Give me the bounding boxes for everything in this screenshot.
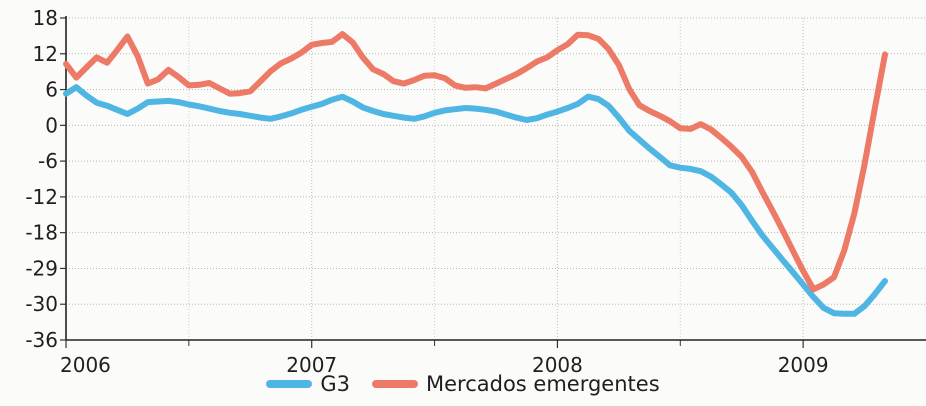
y-tick-label: -18 — [25, 221, 58, 245]
grid-lines — [65, 17, 926, 340]
y-tick-label: -36 — [25, 328, 58, 352]
x-tick-label: 2007 — [286, 353, 337, 377]
y-tick-label: -6 — [38, 149, 58, 173]
y-tick-label: -12 — [25, 185, 58, 209]
legend-item-mercados-emergentes: Mercados emergentes — [372, 372, 660, 396]
y-tick-label: 12 — [33, 42, 58, 66]
legend-label-mercados-emergentes: Mercados emergentes — [426, 372, 660, 396]
y-tick-label: -30 — [25, 292, 58, 316]
series-line-g3 — [63, 84, 888, 317]
x-tick-label: 2008 — [532, 353, 583, 377]
y-tick-label: 18 — [33, 6, 58, 30]
y-axis-ticks: 18 12 6 0 -6 -12 -18 -29 -30 -36 — [25, 6, 66, 352]
y-tick-label: 0 — [45, 113, 58, 137]
y-tick-label: -29 — [25, 256, 58, 280]
legend-swatch-g3 — [266, 380, 313, 388]
legend-label-g3: G3 — [320, 372, 350, 396]
x-tick-label: 2006 — [60, 353, 111, 377]
data-series — [63, 31, 888, 317]
legend: G3 Mercados emergentes — [0, 368, 926, 400]
legend-swatch-mercados-emergentes — [372, 380, 418, 388]
axes — [65, 16, 926, 341]
legend-item-g3: G3 — [266, 372, 350, 396]
series-line-mercados-emergentes — [63, 31, 888, 293]
x-tick-label: 2009 — [778, 353, 829, 377]
x-axis-ticks: 2006 2007 2008 2009 — [60, 340, 829, 377]
y-tick-label: 6 — [45, 78, 58, 102]
